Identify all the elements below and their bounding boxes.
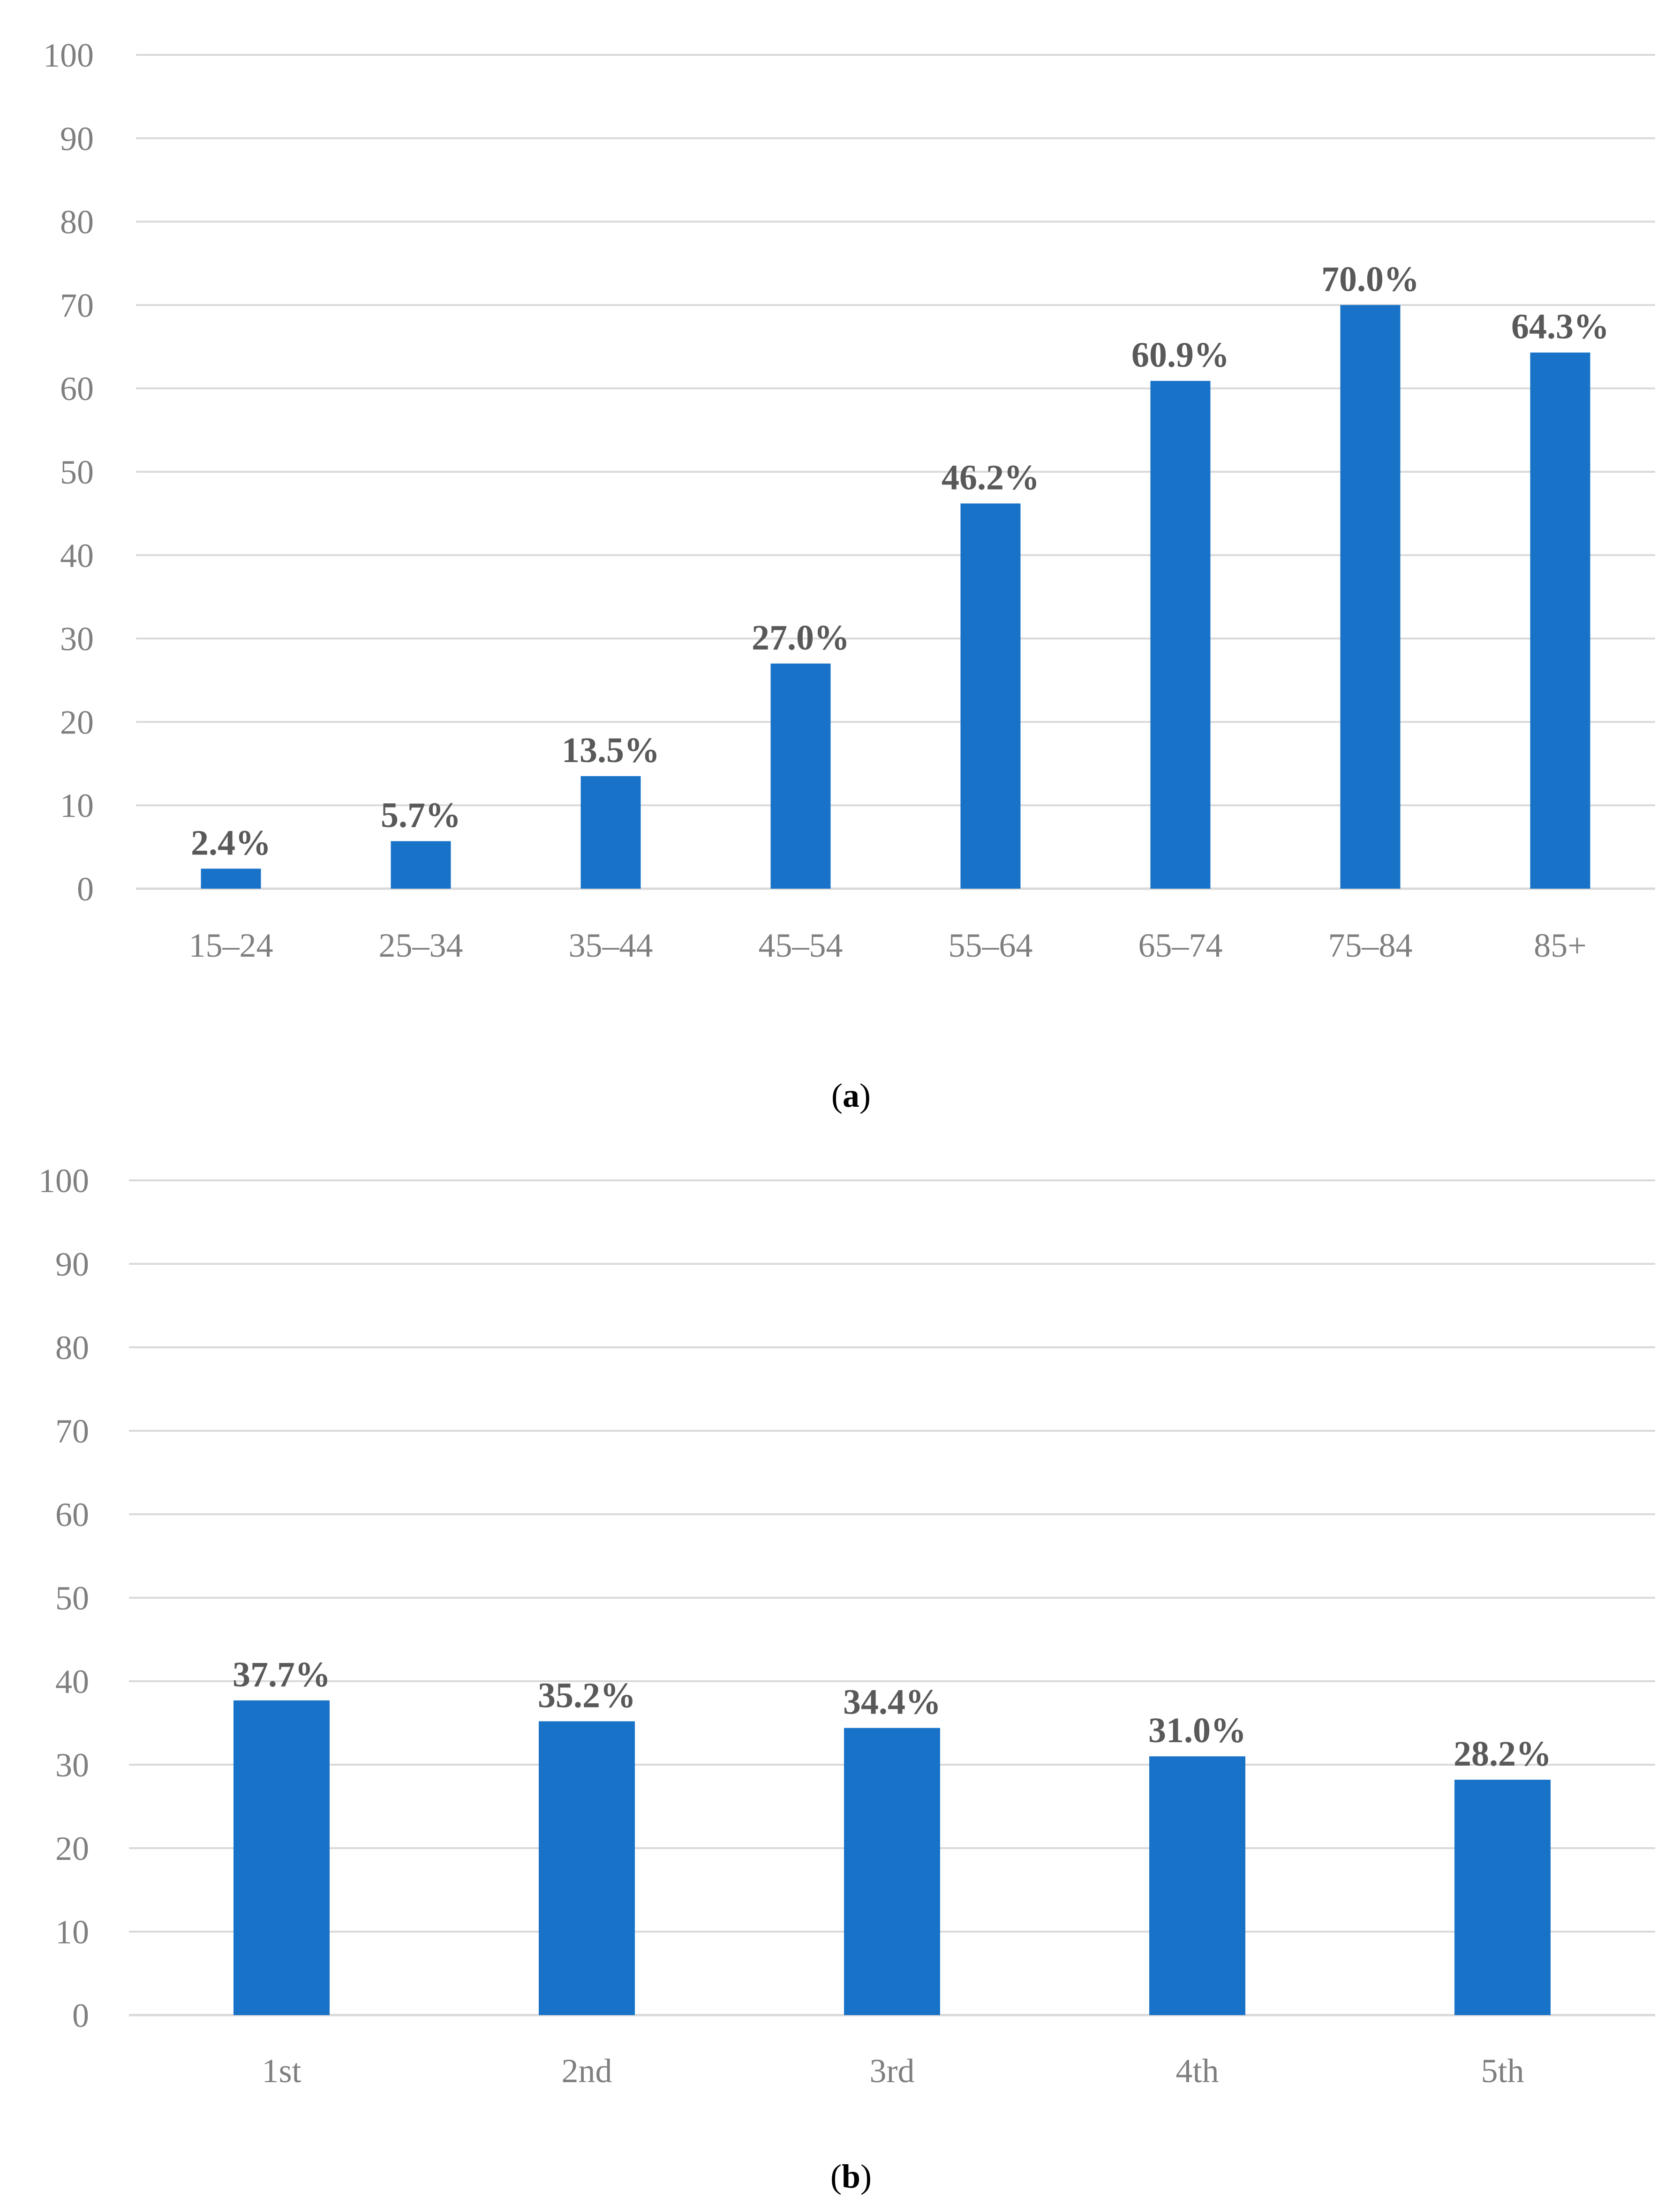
y-tick-label: 70 [55, 1412, 89, 1450]
caption-paren-open: ( [830, 2158, 842, 2195]
bar [960, 503, 1021, 889]
bar [1149, 1756, 1245, 2015]
x-tick-label: 15–24 [189, 927, 273, 964]
panel-caption-a: (a) [831, 1077, 871, 1114]
data-label: 37.7% [233, 1655, 331, 1694]
x-tick-label: 2nd [562, 2052, 612, 2090]
data-label: 2.4% [191, 823, 271, 862]
data-label: 35.2% [538, 1676, 636, 1715]
x-tick-label: 25–34 [379, 927, 463, 964]
y-tick-label: 30 [55, 1746, 89, 1784]
caption-paren-open: ( [831, 1077, 843, 1114]
y-tick-label: 90 [55, 1246, 89, 1283]
x-tick-label: 55–64 [949, 927, 1033, 964]
x-tick-label: 85+ [1534, 927, 1587, 964]
y-tick-label: 100 [38, 1162, 89, 1200]
x-tick-label: 3rd [870, 2052, 915, 2090]
x-tick-label: 45–54 [759, 927, 843, 964]
y-tick-label: 100 [43, 37, 94, 74]
chart-panel-b: 0 10 20 30 40 50 60 70 80 90 100 37.7% 1st 35.2% 2nd 34… [38, 1162, 1655, 2090]
x-tick-label: 4th [1175, 2052, 1219, 2090]
x-tick-label: 65–74 [1138, 927, 1223, 964]
caption-letter: b [842, 2158, 860, 2195]
y-tick-label: 80 [55, 1329, 89, 1367]
data-label: 60.9% [1131, 335, 1229, 375]
y-tick-label: 50 [55, 1579, 89, 1617]
data-label: 13.5% [562, 731, 660, 770]
bar [1150, 381, 1211, 889]
bar [844, 1728, 940, 2015]
x-tick-label: 75–84 [1328, 927, 1413, 964]
y-tick-label: 20 [60, 703, 94, 741]
bar [391, 841, 451, 889]
y-tick-label: 10 [55, 1913, 89, 1951]
x-tick-label: 35–44 [569, 927, 653, 964]
y-tick-label: 90 [60, 120, 94, 158]
bar [1340, 305, 1401, 889]
x-tick-label: 1st [262, 2052, 301, 2090]
y-tick-label: 50 [60, 453, 94, 491]
data-label: 34.4% [843, 1683, 941, 1722]
y-tick-label: 80 [60, 204, 94, 241]
data-label: 64.3% [1511, 307, 1609, 347]
y-tick-label: 60 [60, 370, 94, 408]
x-tick-label: 5th [1481, 2052, 1524, 2090]
chart-panel-a: 0 10 20 30 40 50 60 70 80 90 100 2.4% 15–24 5.7% 25–34… [43, 37, 1655, 964]
data-label: 27.0% [752, 618, 850, 657]
data-label: 70.0% [1321, 259, 1419, 299]
y-tick-label: 10 [60, 787, 94, 824]
data-label: 46.2% [942, 458, 1040, 498]
bar [234, 1700, 330, 2015]
y-tick-label: 0 [77, 870, 94, 908]
caption-paren-close: ) [860, 2158, 872, 2195]
y-tick-label: 70 [60, 287, 94, 324]
data-label: 5.7% [381, 796, 461, 835]
bar [539, 1721, 635, 2015]
y-tick-label: 0 [72, 1997, 89, 2034]
bar [1454, 1780, 1551, 2015]
data-label: 28.2% [1454, 1734, 1552, 1774]
bar [580, 776, 641, 889]
bar [201, 869, 261, 889]
y-tick-label: 40 [60, 537, 94, 574]
panel-caption-b: (b) [830, 2158, 872, 2195]
y-tick-label: 60 [55, 1496, 89, 1533]
bar [1530, 352, 1590, 889]
y-tick-label: 30 [60, 620, 94, 658]
caption-letter: a [843, 1077, 859, 1114]
data-label: 31.0% [1148, 1711, 1246, 1750]
bar [770, 663, 831, 889]
y-tick-label: 40 [55, 1663, 89, 1700]
y-tick-label: 20 [55, 1830, 89, 1867]
caption-paren-close: ) [859, 1077, 871, 1114]
